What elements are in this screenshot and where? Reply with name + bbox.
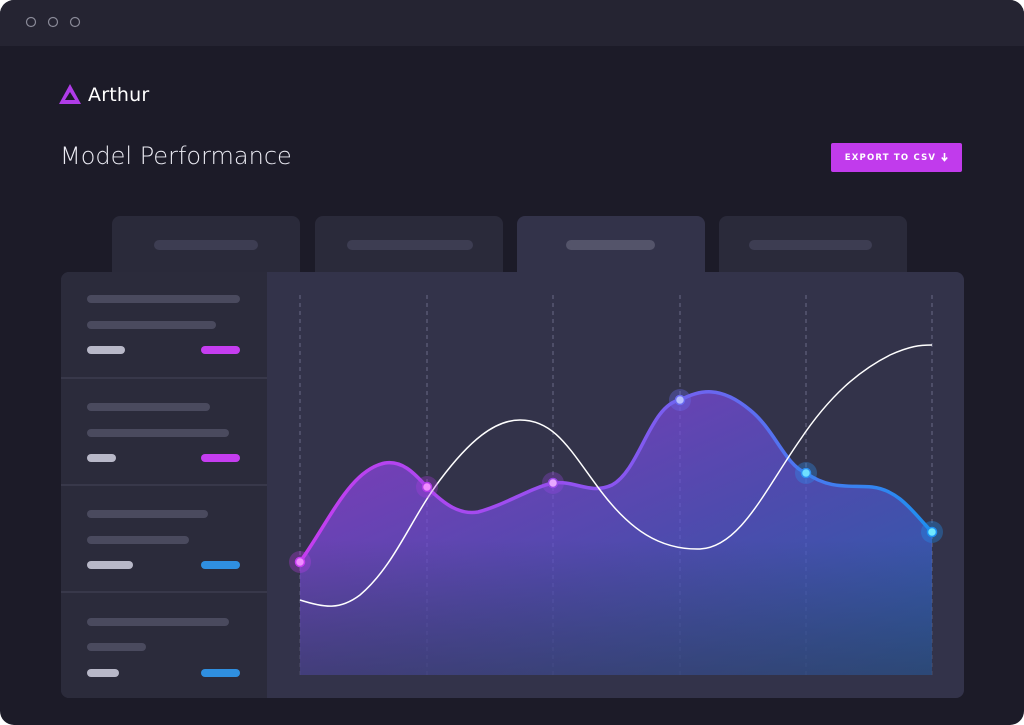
status-pill: [201, 346, 240, 354]
tab-placeholder: [154, 240, 258, 250]
status-pill: [201, 561, 240, 569]
point[interactable]: [421, 481, 433, 493]
placeholder: [87, 536, 189, 544]
title-bar: [0, 0, 1024, 46]
placeholder: [87, 321, 216, 329]
placeholder: [87, 429, 229, 437]
sidebar-rows: [61, 295, 267, 677]
export-button[interactable]: EXPORT TO CSV: [831, 143, 962, 172]
point[interactable]: [674, 394, 686, 406]
tab-placeholder: [347, 240, 473, 250]
tab[interactable]: [719, 216, 907, 286]
placeholder: [87, 669, 119, 677]
window-close[interactable]: [25, 16, 37, 28]
placeholder: [87, 618, 229, 626]
placeholder: [87, 643, 146, 651]
tab[interactable]: [112, 216, 300, 286]
status-pill: [201, 454, 240, 462]
page-title: Model Performance: [60, 142, 292, 170]
status-pill: [201, 669, 240, 677]
export-button-label: EXPORT TO CSV: [844, 152, 937, 163]
tab-placeholder: [566, 240, 655, 250]
window-minimize[interactable]: [47, 16, 59, 28]
point[interactable]: [547, 477, 559, 489]
point[interactable]: [294, 556, 306, 568]
chart: [267, 295, 964, 680]
download-icon: [941, 153, 948, 162]
placeholder: [87, 403, 210, 411]
placeholder: [87, 561, 133, 569]
point[interactable]: [926, 526, 938, 538]
area-fade: [267, 540, 964, 680]
tab-placeholder: [749, 240, 872, 250]
tabs: [112, 216, 907, 286]
placeholder: [87, 295, 240, 303]
comparison-line: [299, 344, 933, 607]
window-maximize[interactable]: [69, 16, 81, 28]
point[interactable]: [800, 467, 812, 479]
points: [289, 389, 943, 573]
tab-active[interactable]: [517, 216, 705, 286]
placeholder: [87, 510, 208, 518]
logo: [59, 84, 81, 104]
placeholder: [87, 346, 125, 354]
series-line: [298, 390, 934, 564]
brand-name: Arthur: [88, 84, 150, 106]
placeholder: [87, 454, 116, 462]
tab[interactable]: [315, 216, 503, 286]
